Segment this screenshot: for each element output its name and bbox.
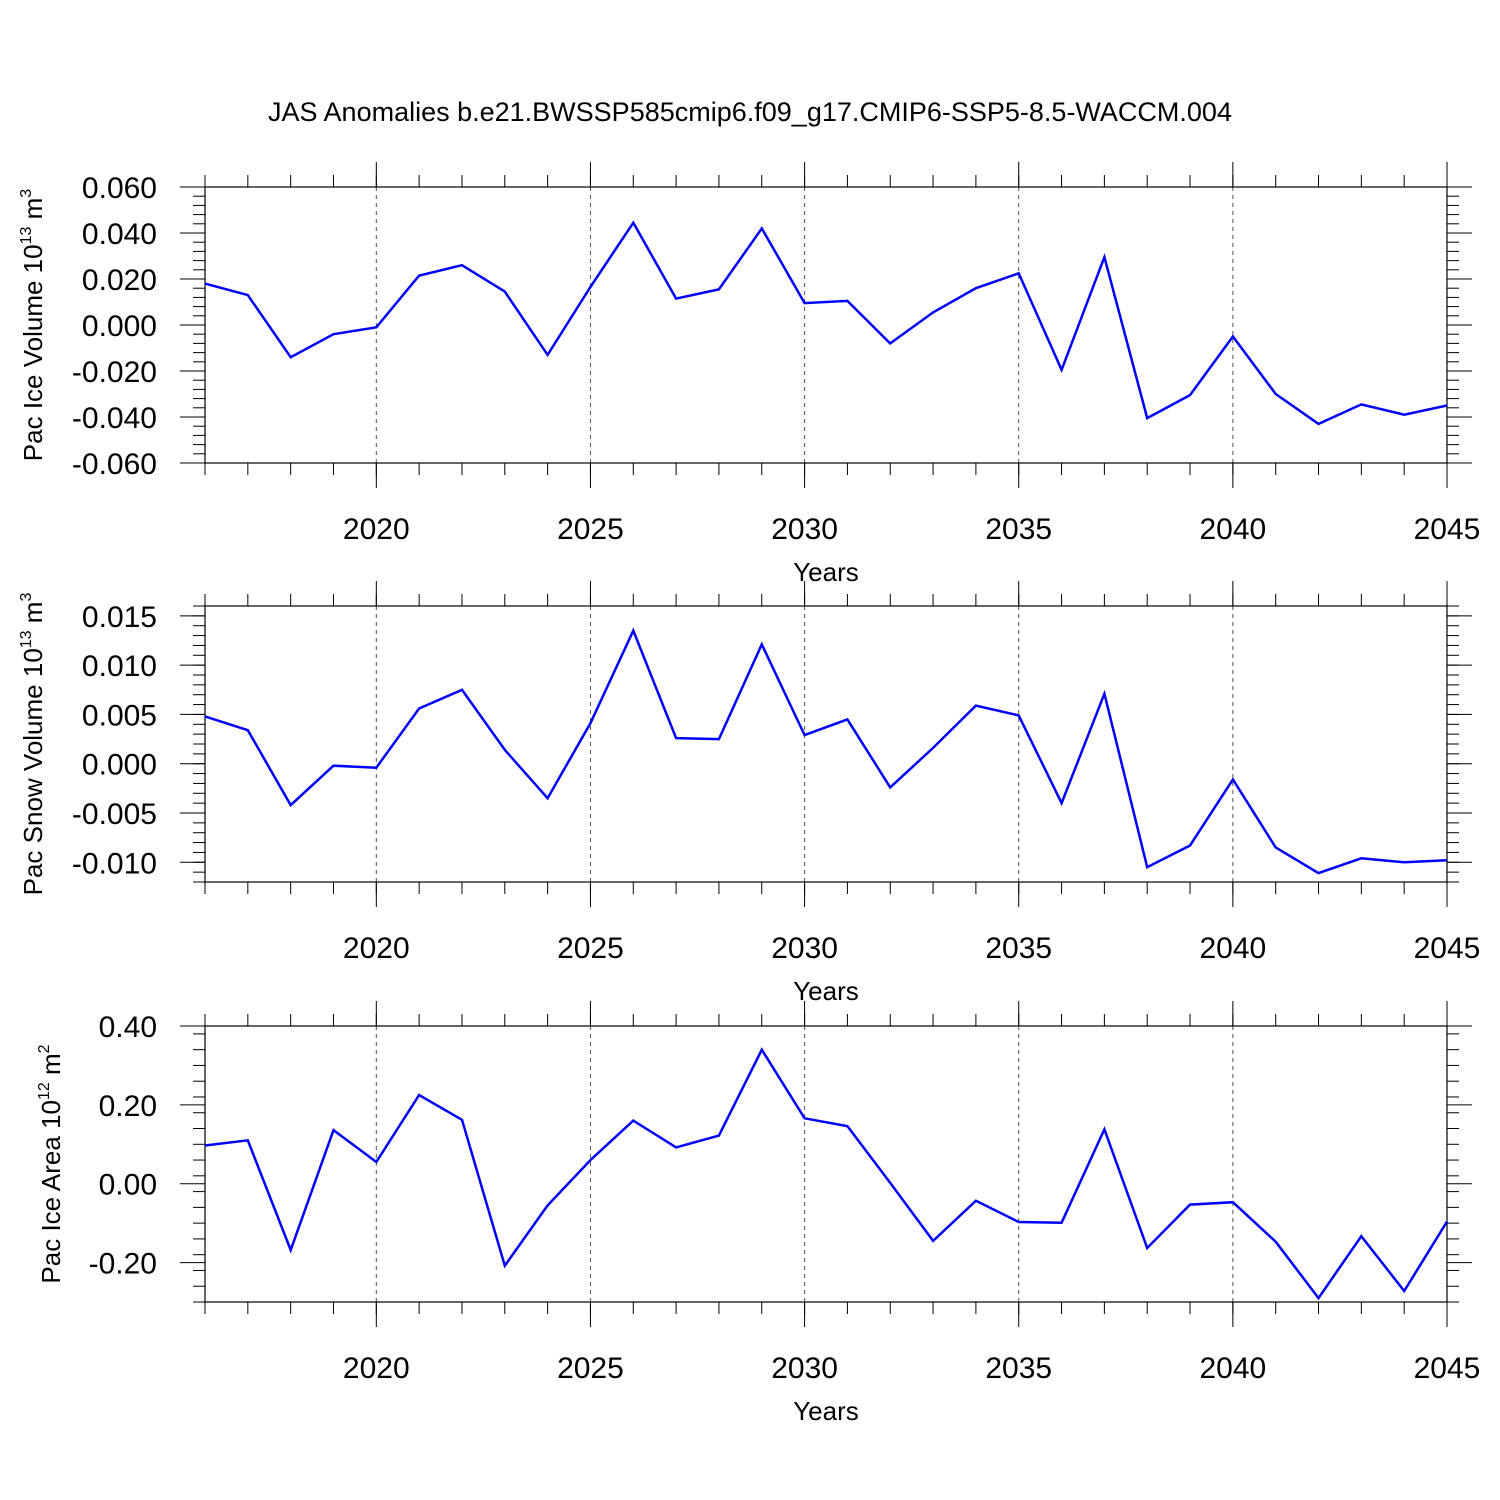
y-tick-label: -0.020 [72,356,157,389]
plot-frame [204,605,1448,883]
x-tick-label: 2040 [1199,1352,1266,1385]
x-tick-label: 2045 [1414,513,1481,546]
x-axis-label: Years [793,976,859,1006]
data-line [204,627,1448,875]
y-tick-label: 0.040 [82,218,157,251]
x-tick-label: 2035 [985,932,1052,965]
x-tick-label: 2040 [1199,932,1266,965]
y-tick-label: 0.00 [99,1169,157,1202]
y-axis-label: Pac Ice Area 1012 m2 [36,1044,66,1283]
x-tick-label: 2025 [557,932,624,965]
x-tick-label: 2025 [557,513,624,546]
y-tick-label: 0.20 [99,1090,157,1123]
x-tick-label: 2030 [771,1352,838,1385]
y-axis-label: Pac Ice Volume 1013 m3 [18,189,48,462]
ice-area-panel: 2020 2025 2030 2035 2040 2045 -0.20 0.00 0.20 0.4… [36,1001,1480,1426]
y-tick-label: -0.040 [72,402,157,435]
y-tick-label: 0.020 [82,264,157,297]
snow-volume-panel: 2020 2025 2030 2035 2040 2045 -0.010 -0.005 0.00… [18,581,1480,1006]
plot-frame [204,1025,1448,1303]
y-tick-label: 0.40 [99,1011,157,1044]
y-tick-label: 0.000 [82,310,157,343]
x-axis-label: Years [793,1396,859,1426]
y-tick-label: 0.000 [82,749,157,782]
y-tick-label: 0.060 [82,172,157,205]
y-tick-label: 0.015 [82,601,157,634]
x-tick-label: 2030 [771,513,838,546]
x-tick-label: 2020 [343,1352,410,1385]
x-tick-label: 2035 [985,1352,1052,1385]
y-tick-label: 0.005 [82,699,157,732]
plot-frame [204,186,1448,464]
ice-volume-panel: 2020 2025 2030 2035 2040 2045 -0.060 -0.040 -0.0… [18,162,1480,587]
x-tick-label: 2035 [985,513,1052,546]
y-tick-label: -0.20 [89,1248,157,1281]
y-tick-label: 0.010 [82,650,157,683]
y-tick-label: -0.060 [72,448,157,481]
x-tick-label: 2045 [1414,932,1481,965]
y-axis-label: Pac Snow Volume 1013 m3 [18,593,48,896]
data-line [204,220,1448,426]
x-tick-label: 2025 [557,1352,624,1385]
y-tick-label: -0.005 [72,798,157,831]
x-tick-label: 2040 [1199,513,1266,546]
y-tick-label: -0.010 [72,847,157,880]
x-tick-label: 2045 [1414,1352,1481,1385]
x-tick-label: 2020 [343,513,410,546]
data-line [204,1047,1449,1301]
x-axis-label: Years [793,557,859,587]
x-tick-label: 2030 [771,932,838,965]
x-tick-label: 2020 [343,932,410,965]
page-title: JAS Anomalies b.e21.BWSSP585cmip6.f09_g1… [268,97,1232,127]
